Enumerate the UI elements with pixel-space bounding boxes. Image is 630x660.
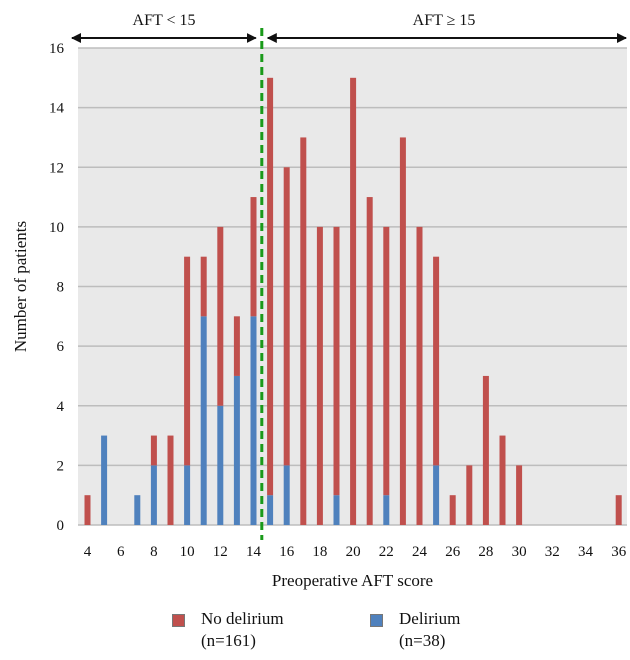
y-tick-label: 2 [57, 458, 65, 474]
bar-no-delirium [383, 226, 390, 496]
y-tick-label: 4 [57, 399, 65, 415]
x-tick-label: 18 [312, 544, 327, 560]
x-tick-label: 22 [379, 544, 394, 560]
bar-no-delirium [366, 197, 373, 525]
bar-no-delirium [433, 256, 440, 466]
bar-no-delirium [516, 465, 523, 525]
bar-delirium [101, 435, 108, 525]
x-axis-ticks: 4 6 8 10 12 14 16 18 20 22 24 26 28 30 32 34 36 [84, 544, 627, 560]
bar-no-delirium [250, 197, 257, 317]
bar-no-delirium [200, 256, 207, 317]
x-tick-label: 8 [150, 544, 158, 560]
bar-delirium [134, 495, 141, 525]
bar-delirium [267, 495, 274, 525]
y-tick-label: 6 [57, 339, 65, 355]
y-tick-label: 14 [49, 101, 65, 117]
y-tick-label: 10 [49, 220, 64, 236]
bar-no-delirium [283, 167, 290, 466]
x-tick-label: 12 [213, 544, 228, 560]
region-arrows: AFT < 15 AFT ≥ 15 [71, 12, 627, 43]
bar-delirium [433, 465, 440, 525]
x-tick-label: 32 [545, 544, 560, 560]
legend-item-no-delirium: No delirium (n=161) [172, 608, 284, 652]
x-tick-label: 20 [346, 544, 361, 560]
bar-no-delirium [416, 226, 423, 525]
legend-swatch-delirium [370, 614, 383, 627]
bar-delirium [250, 316, 257, 525]
x-tick-label: 14 [246, 544, 262, 560]
legend-label-delirium: Delirium [399, 609, 461, 628]
region-label-above: AFT ≥ 15 [413, 12, 476, 29]
bar-no-delirium [233, 316, 240, 376]
bar-no-delirium [350, 77, 357, 525]
bar-no-delirium [267, 77, 274, 496]
region-label-below: AFT < 15 [133, 12, 196, 29]
x-tick-label: 16 [279, 544, 295, 560]
x-tick-label: 4 [84, 544, 92, 560]
bar-no-delirium [184, 256, 191, 466]
bar-no-delirium [217, 226, 224, 406]
bar-no-delirium [399, 137, 406, 525]
x-tick-label: 28 [478, 544, 493, 560]
bar-no-delirium [84, 495, 91, 525]
bar-no-delirium [615, 495, 622, 525]
legend-count-no-delirium: (n=161) [201, 631, 256, 650]
legend-count-delirium: (n=38) [399, 631, 446, 650]
bar-delirium [283, 465, 290, 525]
bar-no-delirium [333, 226, 340, 496]
x-tick-label: 36 [611, 544, 627, 560]
x-tick-label: 34 [578, 544, 594, 560]
y-tick-label: 0 [57, 518, 65, 534]
x-tick-label: 6 [117, 544, 125, 560]
legend-item-delirium: Delirium (n=38) [370, 608, 460, 652]
legend: No delirium (n=161) Delirium (n=38) [0, 608, 630, 658]
bar-delirium [184, 465, 191, 525]
bar-no-delirium [300, 137, 307, 525]
legend-label-no-delirium: No delirium [201, 609, 284, 628]
x-tick-label: 30 [512, 544, 527, 560]
bar-no-delirium [482, 375, 489, 525]
legend-swatch-no-delirium [172, 614, 185, 627]
x-tick-label: 24 [412, 544, 428, 560]
bar-no-delirium [150, 435, 157, 466]
bar-delirium [383, 495, 390, 525]
bar-no-delirium [499, 435, 506, 525]
x-tick-label: 26 [445, 544, 461, 560]
bar-delirium [333, 495, 340, 525]
bar-no-delirium [167, 435, 174, 525]
y-tick-label: 16 [49, 41, 65, 57]
y-tick-label: 12 [49, 160, 64, 176]
bar-delirium [200, 316, 207, 525]
bar-delirium [233, 375, 240, 525]
x-tick-label: 10 [180, 544, 195, 560]
bar-no-delirium [449, 495, 456, 525]
y-axis-title: Number of patients [11, 221, 30, 352]
bar-no-delirium [316, 226, 323, 525]
bar-delirium [217, 405, 224, 525]
bars [84, 77, 622, 525]
y-axis-ticks: 0 2 4 6 8 10 12 14 16 [49, 41, 65, 534]
x-axis-title: Preoperative AFT score [272, 571, 433, 590]
bar-no-delirium [466, 465, 473, 525]
y-tick-label: 8 [57, 280, 65, 296]
bar-delirium [150, 465, 157, 525]
